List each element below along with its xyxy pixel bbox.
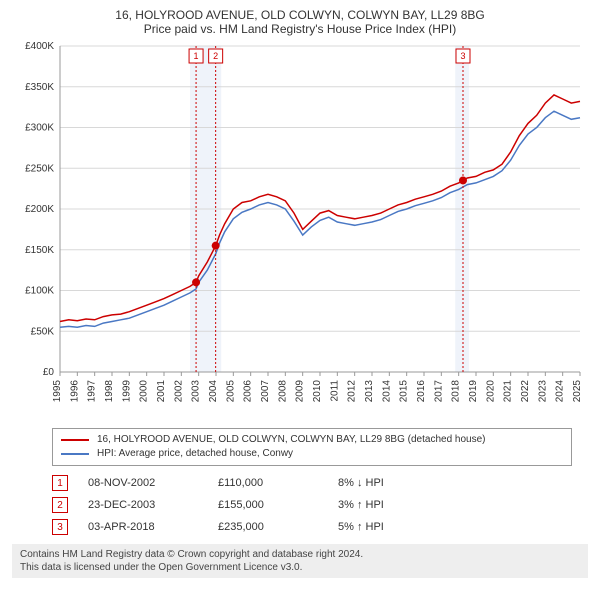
svg-text:£400K: £400K bbox=[25, 42, 54, 52]
sales-table: 1 08-NOV-2002 £110,000 8% ↓ HPI 2 23-DEC… bbox=[52, 472, 572, 538]
svg-text:2014: 2014 bbox=[381, 380, 392, 403]
svg-text:2004: 2004 bbox=[208, 380, 219, 403]
sale-marker-1: 1 bbox=[52, 475, 68, 491]
svg-text:£350K: £350K bbox=[25, 82, 54, 93]
svg-text:1996: 1996 bbox=[69, 380, 80, 403]
svg-text:2020: 2020 bbox=[485, 380, 496, 403]
svg-text:2017: 2017 bbox=[433, 380, 444, 403]
svg-text:£200K: £200K bbox=[25, 204, 54, 215]
svg-text:2021: 2021 bbox=[503, 380, 514, 403]
svg-text:2013: 2013 bbox=[364, 380, 375, 403]
svg-text:2010: 2010 bbox=[312, 380, 323, 403]
svg-text:£50K: £50K bbox=[31, 326, 55, 337]
svg-text:1998: 1998 bbox=[104, 380, 115, 403]
footer-line-1: Contains HM Land Registry data © Crown c… bbox=[20, 548, 580, 561]
legend-row-hpi: HPI: Average price, detached house, Conw… bbox=[61, 447, 563, 461]
svg-text:2019: 2019 bbox=[468, 380, 479, 403]
svg-text:2000: 2000 bbox=[139, 380, 150, 403]
svg-text:£100K: £100K bbox=[25, 286, 54, 297]
svg-text:2023: 2023 bbox=[537, 380, 548, 403]
sale-date-1: 08-NOV-2002 bbox=[88, 477, 198, 489]
svg-text:1995: 1995 bbox=[52, 380, 63, 403]
svg-text:2007: 2007 bbox=[260, 380, 271, 403]
svg-text:1997: 1997 bbox=[87, 380, 98, 403]
sale-date-3: 03-APR-2018 bbox=[88, 521, 198, 533]
svg-text:£150K: £150K bbox=[25, 245, 54, 256]
legend-row-price-paid: 16, HOLYROOD AVENUE, OLD COLWYN, COLWYN … bbox=[61, 433, 563, 447]
svg-text:3: 3 bbox=[460, 51, 465, 61]
svg-text:2009: 2009 bbox=[295, 380, 306, 403]
svg-text:2012: 2012 bbox=[347, 380, 358, 403]
svg-text:2025: 2025 bbox=[572, 380, 583, 403]
chart-title: 16, HOLYROOD AVENUE, OLD COLWYN, COLWYN … bbox=[12, 8, 588, 36]
sale-row-2: 2 23-DEC-2003 £155,000 3% ↑ HPI bbox=[52, 494, 572, 516]
svg-text:2003: 2003 bbox=[191, 380, 202, 403]
price-chart: £0 £50K £100K £150K £200K £250K £300K £350K £400… bbox=[12, 42, 588, 422]
sale-hpi-1: 8% ↓ HPI bbox=[338, 477, 438, 489]
svg-text:2005: 2005 bbox=[225, 380, 236, 403]
svg-text:2001: 2001 bbox=[156, 380, 167, 403]
footer-attribution: Contains HM Land Registry data © Crown c… bbox=[12, 544, 588, 578]
svg-text:2015: 2015 bbox=[399, 380, 410, 403]
svg-text:1: 1 bbox=[194, 51, 199, 61]
svg-text:2: 2 bbox=[213, 51, 218, 61]
sale-price-1: £110,000 bbox=[218, 477, 318, 489]
legend-swatch-price-paid bbox=[61, 439, 89, 441]
legend-label-price-paid: 16, HOLYROOD AVENUE, OLD COLWYN, COLWYN … bbox=[97, 433, 486, 447]
svg-text:£300K: £300K bbox=[25, 123, 54, 134]
title-line-1: 16, HOLYROOD AVENUE, OLD COLWYN, COLWYN … bbox=[12, 8, 588, 22]
svg-text:£0: £0 bbox=[43, 367, 55, 378]
legend-label-hpi: HPI: Average price, detached house, Conw… bbox=[97, 447, 293, 461]
sale-price-3: £235,000 bbox=[218, 521, 318, 533]
sale-marker-3: 3 bbox=[52, 519, 68, 535]
svg-text:2016: 2016 bbox=[416, 380, 427, 403]
legend-swatch-hpi bbox=[61, 453, 89, 455]
title-line-2: Price paid vs. HM Land Registry's House … bbox=[12, 22, 588, 36]
sale-row-3: 3 03-APR-2018 £235,000 5% ↑ HPI bbox=[52, 516, 572, 538]
sale-row-1: 1 08-NOV-2002 £110,000 8% ↓ HPI bbox=[52, 472, 572, 494]
sale-marker-2: 2 bbox=[52, 497, 68, 513]
svg-text:1999: 1999 bbox=[121, 380, 132, 403]
svg-text:2022: 2022 bbox=[520, 380, 531, 403]
svg-text:2002: 2002 bbox=[173, 380, 184, 403]
chart-svg: £0 £50K £100K £150K £200K £250K £300K £350K £400… bbox=[12, 42, 588, 422]
sale-hpi-2: 3% ↑ HPI bbox=[338, 499, 438, 511]
svg-text:£250K: £250K bbox=[25, 163, 54, 174]
svg-text:2018: 2018 bbox=[451, 380, 462, 403]
sale-price-2: £155,000 bbox=[218, 499, 318, 511]
legend: 16, HOLYROOD AVENUE, OLD COLWYN, COLWYN … bbox=[52, 428, 572, 466]
svg-text:2006: 2006 bbox=[243, 380, 254, 403]
sale-hpi-3: 5% ↑ HPI bbox=[338, 521, 438, 533]
svg-text:2024: 2024 bbox=[555, 380, 566, 403]
svg-text:2008: 2008 bbox=[277, 380, 288, 403]
footer-line-2: This data is licensed under the Open Gov… bbox=[20, 561, 580, 574]
sale-date-2: 23-DEC-2003 bbox=[88, 499, 198, 511]
svg-text:2011: 2011 bbox=[329, 380, 340, 402]
